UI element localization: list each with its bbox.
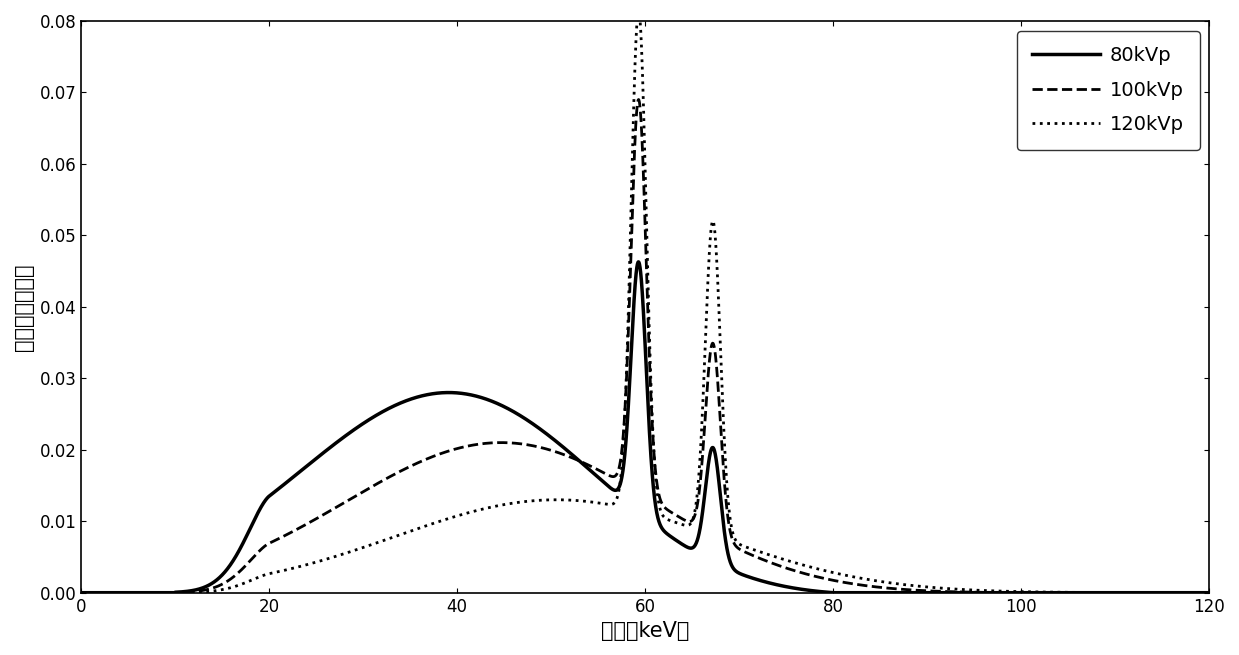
100kVp (631, 96, 646, 103)
80kVp (579, 463, 593, 471)
120kVp (336, 550, 351, 558)
100kVp (74, 589, 89, 597)
80kVp (342, 429, 357, 437)
100kVp (347, 493, 362, 500)
Legend: 80kVp, 100kVp, 120kVp: 80kVp, 100kVp, 120kVp (1017, 31, 1199, 150)
100kVp (579, 460, 593, 468)
Line: 80kVp: 80kVp (82, 262, 1209, 593)
Y-axis label: 归一化的能谱值: 归一化的能谱值 (14, 263, 33, 350)
80kVp (336, 434, 351, 441)
100kVp (336, 499, 351, 507)
80kVp (347, 425, 362, 433)
120kVp (1202, 589, 1217, 597)
80kVp (1202, 589, 1217, 597)
120kVp (347, 546, 362, 554)
100kVp (1202, 589, 1217, 597)
80kVp (631, 258, 646, 266)
X-axis label: 能量（keV）: 能量（keV） (601, 621, 689, 641)
100kVp (342, 496, 357, 504)
120kVp (74, 589, 89, 597)
Line: 100kVp: 100kVp (82, 100, 1209, 593)
100kVp (499, 439, 514, 447)
100kVp (1193, 589, 1208, 597)
120kVp (1193, 589, 1208, 597)
80kVp (1193, 589, 1208, 597)
Line: 120kVp: 120kVp (82, 11, 1209, 593)
80kVp (499, 404, 514, 412)
120kVp (579, 498, 593, 506)
120kVp (499, 500, 514, 508)
120kVp (342, 548, 357, 556)
80kVp (74, 589, 89, 597)
120kVp (631, 7, 646, 15)
